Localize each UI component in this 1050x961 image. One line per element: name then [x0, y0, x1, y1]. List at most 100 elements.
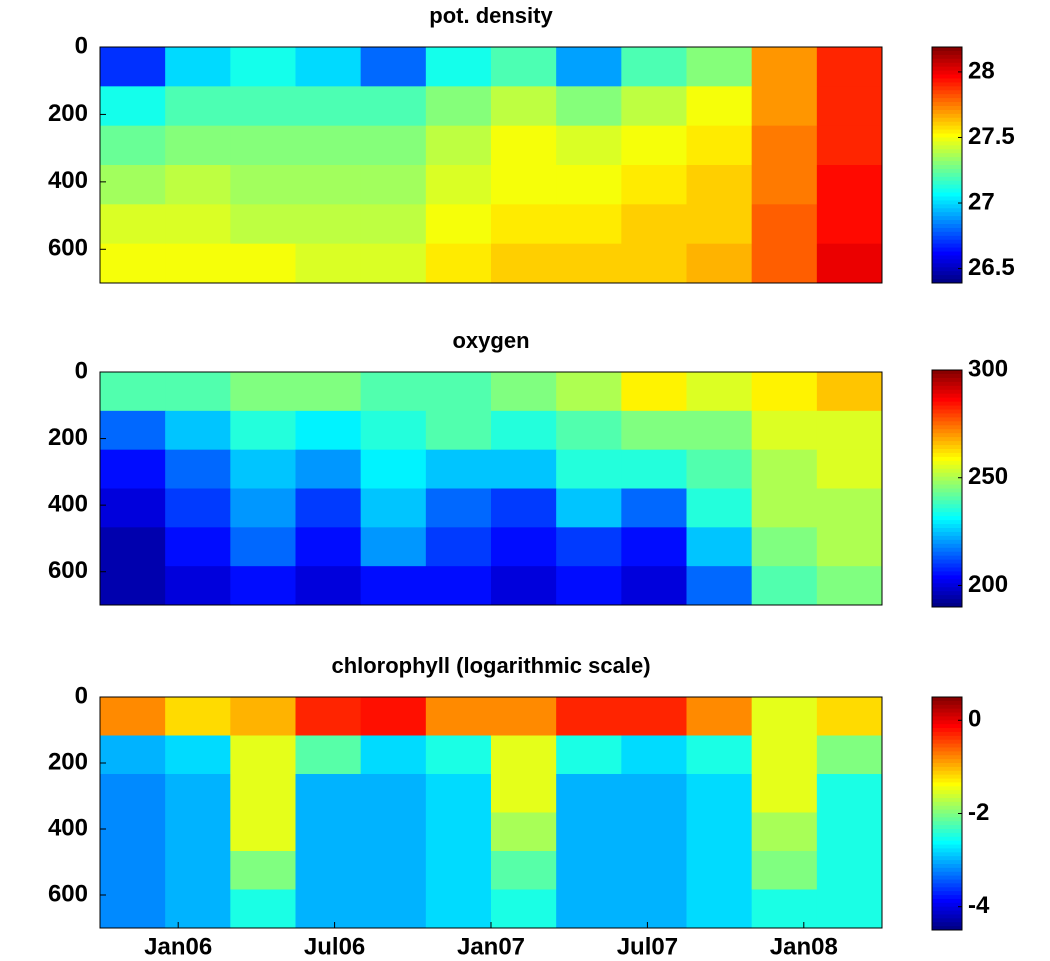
colorbar-step	[932, 801, 962, 807]
contour-cell	[360, 86, 427, 127]
contour-cell	[295, 566, 362, 606]
colorbar-step	[932, 421, 962, 426]
colorbar-step	[932, 445, 962, 450]
contour-cell	[816, 697, 883, 736]
colorbar-step	[932, 852, 962, 857]
colorbar-step	[932, 895, 962, 900]
contour-cell	[425, 449, 492, 489]
colorbar-step	[932, 547, 962, 553]
contour-cell	[491, 851, 557, 890]
colorbar-step	[932, 704, 962, 710]
colorbar-step	[932, 774, 962, 780]
contour-cell	[295, 527, 362, 567]
contour-cell	[100, 165, 166, 205]
colorbar-step	[932, 867, 962, 873]
colorbar-step	[932, 836, 962, 842]
contour-cell	[230, 165, 296, 205]
contour-cell	[751, 697, 818, 736]
colorbar-tick-label: -2	[968, 799, 989, 826]
contour-cell	[816, 527, 883, 567]
colorbar-step	[932, 817, 962, 822]
colorbar-step	[932, 180, 962, 186]
colorbar-step	[932, 113, 962, 119]
contour-cell	[100, 449, 166, 489]
contour-cell	[751, 410, 818, 451]
colorbar-step	[932, 239, 962, 245]
colorbar-step	[932, 790, 962, 795]
y-tick-label: 0	[75, 357, 88, 384]
colorbar-step	[932, 805, 962, 811]
y-tick-label: 400	[48, 167, 88, 194]
colorbar-step	[932, 429, 962, 434]
y-tick-label: 400	[48, 814, 88, 841]
contour-cell	[816, 566, 883, 606]
y-tick-label: 600	[48, 880, 88, 907]
contour-cell	[100, 125, 166, 166]
colorbar-step	[932, 109, 962, 115]
colorbar-step	[932, 480, 962, 486]
colorbar-step	[932, 460, 962, 466]
colorbar-step	[932, 731, 962, 737]
colorbar-step	[932, 196, 962, 201]
colorbar-step	[932, 697, 962, 702]
colorbar-step	[932, 90, 962, 95]
contour-cell	[295, 735, 362, 775]
colorbar-step	[932, 417, 962, 422]
contour-cell	[360, 774, 427, 813]
colorbar-step	[932, 712, 962, 717]
colorbar-step	[932, 94, 962, 99]
colorbar-step	[932, 860, 962, 865]
contour-cell	[556, 566, 622, 606]
colorbar-tick-label: 27	[968, 188, 995, 215]
colorbar-step	[932, 720, 962, 725]
colorbar-step	[932, 539, 962, 545]
colorbar-step	[932, 840, 962, 846]
contour-cell	[100, 47, 166, 87]
colorbar-step	[932, 778, 962, 783]
contour-cell	[816, 47, 883, 87]
contour-cell	[360, 566, 427, 606]
colorbar-step	[932, 192, 962, 197]
contour-cell	[556, 372, 622, 412]
contour-cell	[491, 735, 557, 775]
contour-cell	[491, 243, 557, 284]
contour-cell	[295, 86, 362, 127]
y-tick-label: 200	[48, 748, 88, 775]
colorbar-step	[932, 825, 962, 830]
contour-cell	[751, 812, 818, 852]
colorbar-step	[932, 176, 962, 182]
contour-cell	[165, 125, 231, 166]
contour-cell	[686, 488, 753, 528]
colorbar-step	[932, 133, 962, 138]
contour-cell	[816, 165, 883, 205]
colorbar-step	[932, 468, 962, 474]
contour-cell	[165, 812, 231, 852]
y-tick-label: 0	[75, 32, 88, 59]
colorbar-step	[932, 275, 962, 280]
colorbar-step	[932, 86, 962, 91]
contour-cell	[491, 86, 557, 127]
contour-cell	[556, 410, 622, 451]
contour-cell	[295, 812, 362, 852]
colorbar-step	[932, 54, 962, 60]
contour-cell	[491, 812, 557, 852]
colorbar-step	[932, 271, 962, 276]
colorbar-step	[932, 208, 962, 213]
contour-cell	[751, 889, 818, 929]
contour-cell	[621, 774, 687, 813]
contour-cell	[230, 86, 296, 127]
contour-cell	[230, 449, 296, 489]
contour-cell	[621, 372, 687, 412]
contour-cell	[165, 243, 231, 284]
colorbar-step	[932, 500, 962, 505]
colorbar-step	[932, 739, 962, 745]
colorbar-step	[932, 456, 962, 462]
panel-title: oxygen	[452, 328, 529, 353]
colorbar-step	[932, 389, 962, 395]
contour-cell	[621, 527, 687, 567]
contour-cell	[165, 410, 231, 451]
colorbar-step	[932, 735, 962, 741]
contour-cell	[165, 774, 231, 813]
contour-cell	[816, 243, 883, 284]
colorbar-step	[932, 559, 962, 565]
